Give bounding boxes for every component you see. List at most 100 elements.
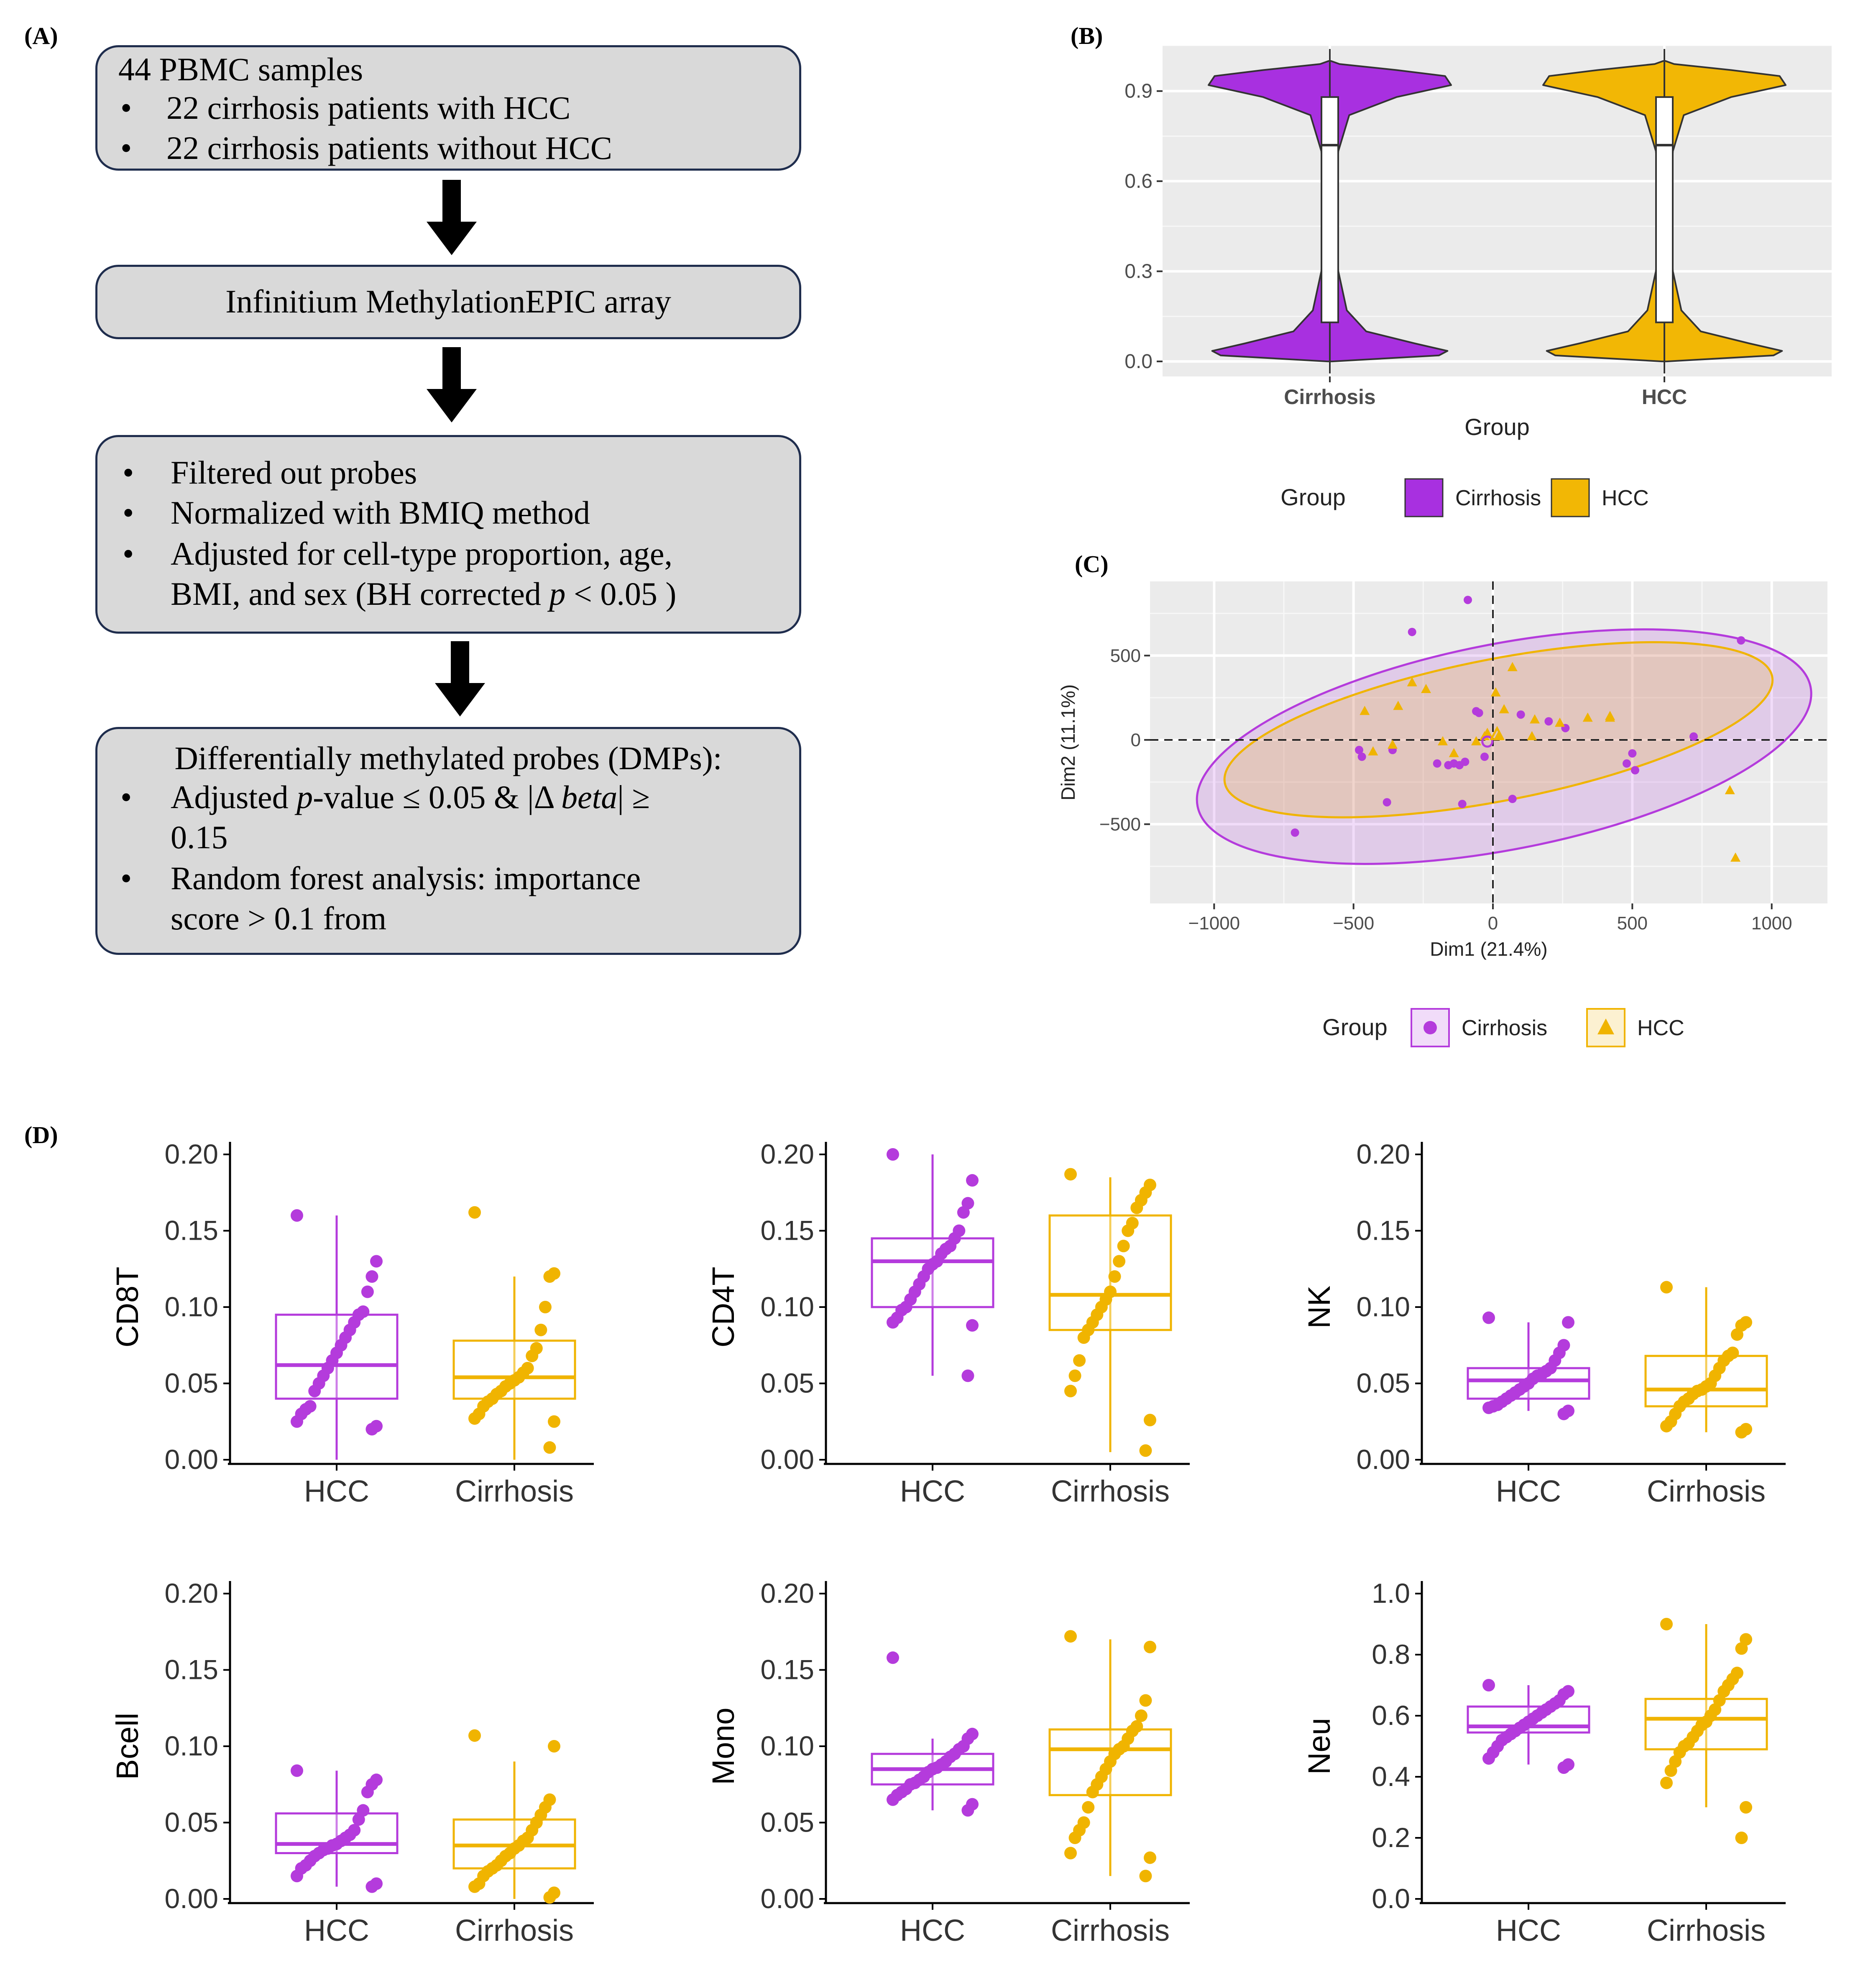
flow-box-dmps: Differentially methylated probes (DMPs):… (95, 727, 801, 955)
y-tick-label: 500 (1110, 645, 1141, 666)
legend-swatch-cirrhosis (1404, 478, 1444, 517)
x-tick-label: −1000 (1188, 913, 1240, 934)
flow-text-run: < 0.05 ) (565, 576, 677, 612)
point-cirrhosis (1508, 795, 1517, 803)
legend-label: HCC (1602, 486, 1649, 510)
point-cirrhosis (1631, 766, 1639, 775)
data-point (887, 1651, 899, 1664)
y-tick-label: 0.0 (1125, 351, 1153, 373)
x-tick-label: 1000 (1751, 913, 1792, 934)
flow-text-italic: beta (561, 779, 618, 815)
legend-label: Cirrhosis (1455, 486, 1541, 510)
y-tick-label: 0.10 (165, 1291, 218, 1322)
point-cirrhosis (1357, 752, 1366, 761)
data-point (961, 1804, 974, 1817)
point-hcc (1368, 746, 1378, 756)
data-point (1664, 1764, 1677, 1777)
point-cirrhosis (1628, 749, 1637, 758)
data-point (1113, 1255, 1126, 1268)
data-point (1064, 1630, 1077, 1643)
point-hcc (1582, 712, 1593, 722)
data-point (1557, 1407, 1570, 1420)
data-point (291, 1764, 303, 1777)
flow-processing-item-3-cont: BMI, and sex (BH corrected p < 0.05 ) (171, 575, 676, 613)
bullet-dot: • (120, 860, 132, 896)
y-axis-title: Mono (706, 1707, 741, 1785)
x-tick-label: −500 (1333, 913, 1374, 934)
data-point (1073, 1354, 1086, 1367)
y-tick-label: 0.05 (761, 1368, 814, 1399)
data-point (1730, 1328, 1743, 1341)
data-point (543, 1441, 556, 1454)
y-axis-title: CD4T (706, 1266, 741, 1347)
data-point (1557, 1761, 1570, 1774)
point-cirrhosis (1408, 627, 1416, 636)
flow-dmps-item-1: Adjusted p-value ≤ 0.05 & |Δ beta| ≥ (171, 778, 650, 816)
bullet-dot: • (120, 779, 132, 815)
data-point (1144, 1851, 1156, 1864)
x-tick-label: Cirrhosis (1647, 1914, 1766, 1947)
data-point (1482, 1401, 1495, 1414)
y-tick-label: 0.3 (1125, 261, 1153, 283)
point-hcc (1530, 714, 1540, 724)
flow-dmps-item-2: Random forest analysis: importance (171, 860, 641, 896)
y-axis-title: Bcell (110, 1713, 145, 1780)
y-tick-label: 0.15 (165, 1215, 218, 1246)
legend-label: Cirrhosis (1462, 1016, 1547, 1040)
y-tick-label: 0.20 (761, 1139, 814, 1169)
data-point (1482, 1679, 1495, 1691)
point-cirrhosis (1291, 828, 1299, 837)
x-tick-label: Cirrhosis (455, 1914, 574, 1947)
violin-chart: 0.0 0.3 0.6 0.9 Cirrhosis HCC Group Group Cirrho… (1125, 46, 1832, 517)
y-tick-label: 0.00 (761, 1883, 814, 1914)
panel-label-a: (A) (24, 22, 58, 49)
y-tick-label: 0.20 (165, 1578, 218, 1609)
y-tick-label: 1.0 (1372, 1578, 1410, 1609)
data-point (468, 1206, 481, 1219)
data-point (308, 1384, 321, 1397)
data-point (1108, 1270, 1121, 1283)
point-hcc (1605, 711, 1615, 720)
x-tick-label: HCC (900, 1475, 965, 1508)
data-point (966, 1319, 979, 1332)
legend-marker-triangle (1597, 1018, 1614, 1034)
y-tick-label: 0.05 (165, 1368, 218, 1399)
point-hcc (1499, 704, 1509, 714)
point-cirrhosis (1737, 636, 1746, 645)
flow-dmps-title: Differentially methylated probes (DMPs): (174, 740, 722, 776)
y-tick-label: 0.15 (761, 1215, 814, 1246)
data-point (539, 1301, 552, 1313)
legend-marker-circle (1424, 1021, 1437, 1034)
flow-processing-item-3: Adjusted for cell-type proportion, age, (171, 535, 672, 572)
data-point (1735, 1642, 1748, 1655)
point-hcc (1407, 677, 1417, 686)
data-point (1660, 1420, 1673, 1433)
data-point (1086, 1786, 1099, 1799)
violin-box (1321, 96, 1339, 323)
data-point (365, 1423, 378, 1435)
flow-text-italic: p (549, 576, 566, 612)
legend-swatch-cirrhosis (1411, 1008, 1450, 1047)
centroid-cirrhosis (1481, 735, 1494, 748)
flow-arrow-down-icon (427, 180, 477, 255)
bullet-dot: • (120, 90, 132, 126)
point-hcc (1555, 717, 1565, 727)
data-point (1660, 1618, 1673, 1630)
y-tick-label: 0.6 (1125, 170, 1153, 192)
x-tick-label: HCC (304, 1475, 369, 1508)
flow-box-array: Infinitium MethylationEPIC array (95, 265, 801, 339)
violin-box (1655, 96, 1674, 323)
bullet-dot: • (123, 494, 134, 531)
y-tick-label: 0.6 (1372, 1700, 1410, 1731)
y-tick-label: 0.15 (761, 1654, 814, 1685)
y-tick-label: 0.2 (1372, 1822, 1410, 1853)
data-point (365, 1880, 378, 1893)
y-tick-label: 0.20 (1357, 1139, 1410, 1169)
flow-processing-item-1: Filtered out probes (171, 454, 417, 491)
data-point (1068, 1832, 1081, 1844)
data-point (961, 1369, 974, 1382)
bullet-dot: • (123, 535, 134, 572)
y-tick-label: 0.9 (1125, 80, 1153, 102)
data-point (1562, 1316, 1574, 1329)
data-point (1482, 1311, 1495, 1324)
